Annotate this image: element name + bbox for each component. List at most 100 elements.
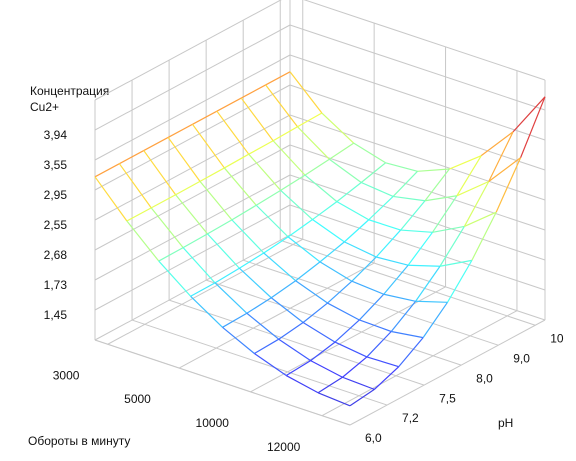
surface-mesh (456, 155, 482, 197)
surface-mesh (223, 167, 257, 206)
surface-mesh (254, 353, 287, 377)
surface-mesh (334, 319, 360, 343)
surface-mesh (285, 375, 319, 394)
surface-mesh (297, 126, 330, 160)
grid-line (289, 144, 546, 231)
surface-mesh (287, 236, 321, 263)
surface-mesh (319, 261, 353, 282)
y-tick-label: 7,2 (402, 411, 419, 425)
surface-mesh (278, 338, 311, 362)
surface-mesh (432, 225, 465, 233)
surface-mesh (302, 302, 328, 323)
surface-mesh (463, 181, 490, 227)
surface-mesh (238, 267, 272, 299)
grid-line (94, 84, 291, 191)
x-tick-label: 3000 (53, 368, 80, 382)
surface-mesh (94, 176, 128, 222)
surface-mesh (190, 282, 216, 297)
surface-mesh (272, 126, 298, 142)
surface-mesh (390, 300, 417, 332)
surface-mesh (199, 167, 225, 182)
z-axis-title: Cu2+ (30, 100, 59, 114)
surface-mesh (407, 231, 433, 266)
surface-mesh (456, 180, 489, 197)
z-tick-label: 2,68 (44, 248, 68, 262)
surface-mesh (342, 376, 375, 390)
surface-mesh (336, 182, 362, 203)
surface-mesh (439, 226, 465, 267)
surface-mesh (280, 174, 306, 191)
grid-line (94, 54, 291, 161)
surface-mesh (368, 219, 401, 231)
surface-mesh (158, 260, 192, 297)
surface-mesh (336, 201, 370, 221)
surface-mesh (480, 131, 514, 157)
x-tick-label: 12000 (267, 440, 301, 454)
surface-mesh (359, 319, 392, 333)
surface-mesh (327, 280, 353, 304)
surface-mesh (216, 110, 250, 155)
surface-mesh (391, 330, 424, 339)
surface-mesh (327, 302, 360, 321)
y-tick-label: 6,0 (365, 431, 382, 445)
surface-mesh (376, 256, 409, 266)
y-tick-label: 8,0 (476, 371, 493, 385)
surface-mesh (224, 153, 250, 169)
surface-mesh (321, 112, 355, 144)
grid-line (289, 24, 546, 111)
surface-mesh (239, 252, 265, 269)
surface-mesh (265, 71, 291, 86)
surface-mesh (240, 84, 266, 99)
surface-mesh (231, 204, 257, 221)
surface-mesh (280, 189, 313, 220)
surface-mesh (361, 181, 394, 197)
surface-mesh (167, 137, 201, 182)
surface-mesh (287, 219, 313, 238)
surface-mesh (385, 162, 418, 172)
z-tick-label: 1,45 (44, 308, 68, 322)
surface-mesh (246, 297, 272, 314)
surface-mesh (471, 211, 497, 261)
surface-mesh (317, 392, 351, 407)
z-tick-label: 2,95 (44, 188, 68, 202)
surface-mesh (175, 194, 208, 235)
grid-line (289, 84, 546, 171)
surface-mesh (248, 140, 274, 155)
y-tick-label: 9,0 (513, 351, 530, 365)
surface-mesh (400, 200, 426, 231)
surface-mesh (329, 142, 355, 160)
surface-mesh (240, 97, 274, 142)
surface-mesh (319, 241, 345, 263)
surface-mesh (334, 341, 368, 358)
surface-mesh (175, 180, 201, 196)
surface-mesh (126, 220, 160, 262)
grid-line (131, 319, 388, 406)
grid-line (94, 24, 291, 131)
surface-mesh (312, 219, 345, 243)
grid-line (178, 262, 375, 369)
surface-mesh (366, 356, 399, 368)
surface-mesh (216, 97, 242, 112)
surface-mesh (297, 112, 323, 128)
x-tick-label: 5000 (124, 392, 151, 406)
surface-mesh (351, 280, 384, 295)
surface-mesh (263, 236, 289, 254)
surface-mesh (417, 168, 450, 172)
grid-line (94, 339, 351, 426)
surface-mesh (358, 293, 385, 321)
surface-mesh (285, 360, 311, 377)
surface-mesh (265, 84, 298, 128)
surface-mesh (495, 157, 522, 213)
surface-mesh (373, 366, 400, 390)
surface-mesh (289, 71, 323, 114)
y-axis-title: pH (498, 416, 513, 430)
grid-line (94, 114, 291, 221)
surface-mesh (182, 233, 208, 249)
surface-mesh (400, 229, 433, 233)
surface-mesh (248, 153, 282, 191)
surface-mesh (192, 123, 225, 169)
surface-mesh (424, 168, 450, 202)
box-edge (94, 234, 291, 341)
surface-mesh (246, 312, 280, 340)
